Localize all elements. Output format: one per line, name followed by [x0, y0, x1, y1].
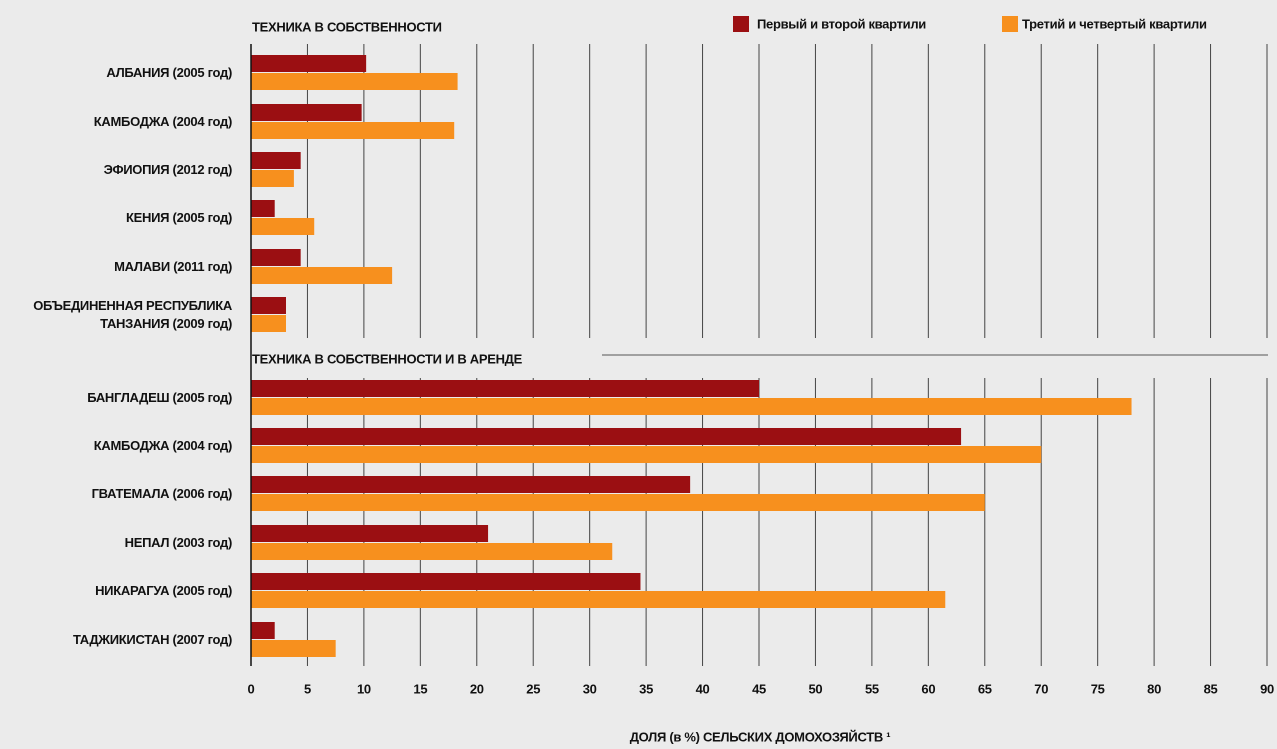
bar [251, 297, 286, 314]
x-tick-label: 80 [1147, 681, 1161, 696]
bar [251, 104, 362, 121]
category-label: ГВАТЕМАЛА (2006 год) [91, 486, 233, 501]
category-label: ОБЪЕДИНЕННАЯ РЕСПУБЛИКА ТАНЗАНИЯ (2009 г… [33, 298, 232, 331]
x-tick-label: 70 [1034, 681, 1048, 696]
category-label: ТАДЖИКИСТАН (2007 год) [72, 632, 232, 647]
bar [251, 398, 1132, 415]
x-tick-label: 50 [809, 681, 823, 696]
x-tick-label: 5 [304, 681, 311, 696]
bar [251, 152, 301, 169]
x-tick-label: 85 [1204, 681, 1218, 696]
x-tick-label: 30 [583, 681, 597, 696]
x-tick-label: 60 [921, 681, 935, 696]
bar [251, 525, 489, 542]
category-label: МАЛАВИ (2011 год) [114, 259, 232, 274]
legend-label: Первый и второй квартили [757, 16, 926, 31]
category-label: КАМБОДЖА (2004 год) [93, 114, 233, 129]
bar [251, 315, 286, 332]
bar [251, 446, 1042, 463]
bar [251, 218, 315, 235]
bar [251, 573, 641, 590]
x-tick-label: 10 [357, 681, 371, 696]
category-label: НИКАРАГУА (2005 год) [95, 583, 232, 598]
legend-swatch [1002, 16, 1018, 32]
category-label: БАНГЛАДЕШ (2005 год) [87, 390, 232, 405]
bar [251, 428, 962, 445]
bar [251, 640, 336, 657]
bar [251, 122, 455, 139]
x-tick-label: 35 [639, 681, 653, 696]
x-tick-label: 40 [696, 681, 710, 696]
bar [251, 494, 985, 511]
legend-label: Третий и четвертый квартили [1022, 16, 1207, 31]
bar [251, 267, 393, 284]
legend-swatch [733, 16, 749, 32]
x-tick-label: 15 [413, 681, 427, 696]
bar [251, 249, 301, 266]
bar [251, 622, 275, 639]
bar [251, 591, 946, 608]
x-tick-label: 75 [1091, 681, 1105, 696]
x-tick-label: 65 [978, 681, 992, 696]
category-label: КАМБОДЖА (2004 год) [93, 438, 233, 453]
bar [251, 476, 691, 493]
x-tick-label: 90 [1260, 681, 1274, 696]
x-tick-label: 0 [248, 681, 255, 696]
x-axis-label: ДОЛЯ (в %) СЕЛЬСКИХ ДОМОХОЗЯЙСТВ ¹ [630, 729, 891, 744]
category-label: КЕНИЯ (2005 год) [126, 210, 232, 225]
category-label: ЭФИОПИЯ (2012 год) [103, 162, 233, 177]
bar [251, 200, 275, 217]
x-tick-label: 25 [526, 681, 540, 696]
x-tick-label: 55 [865, 681, 879, 696]
category-label: НЕПАЛ (2003 год) [124, 535, 233, 550]
bar [251, 380, 759, 397]
section-title: ТЕХНИКА В СОБСТВЕННОСТИ [252, 19, 442, 34]
bar [251, 170, 294, 187]
x-tick-label: 20 [470, 681, 484, 696]
section-title: ТЕХНИКА В СОБСТВЕННОСТИ И В АРЕНДЕ [252, 351, 523, 366]
x-tick-label: 45 [752, 681, 766, 696]
bar [251, 55, 367, 72]
category-label: АЛБАНИЯ (2005 год) [106, 65, 232, 80]
bar [251, 73, 458, 90]
bar [251, 543, 613, 560]
